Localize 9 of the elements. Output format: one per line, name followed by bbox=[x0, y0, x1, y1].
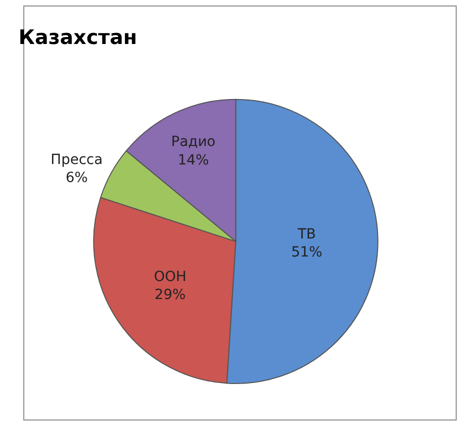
slice-label: ТВ bbox=[296, 226, 316, 243]
data-label: 14% bbox=[178, 152, 209, 168]
slice-label: ООН bbox=[154, 268, 186, 285]
data-label: 29% bbox=[154, 287, 186, 304]
chart-title: Казахстан bbox=[18, 24, 138, 49]
slice-label: Радио bbox=[171, 134, 216, 150]
data-label: 51% bbox=[291, 244, 322, 261]
data-label: 6% bbox=[66, 170, 88, 186]
slice-label: Пресса bbox=[50, 152, 103, 168]
